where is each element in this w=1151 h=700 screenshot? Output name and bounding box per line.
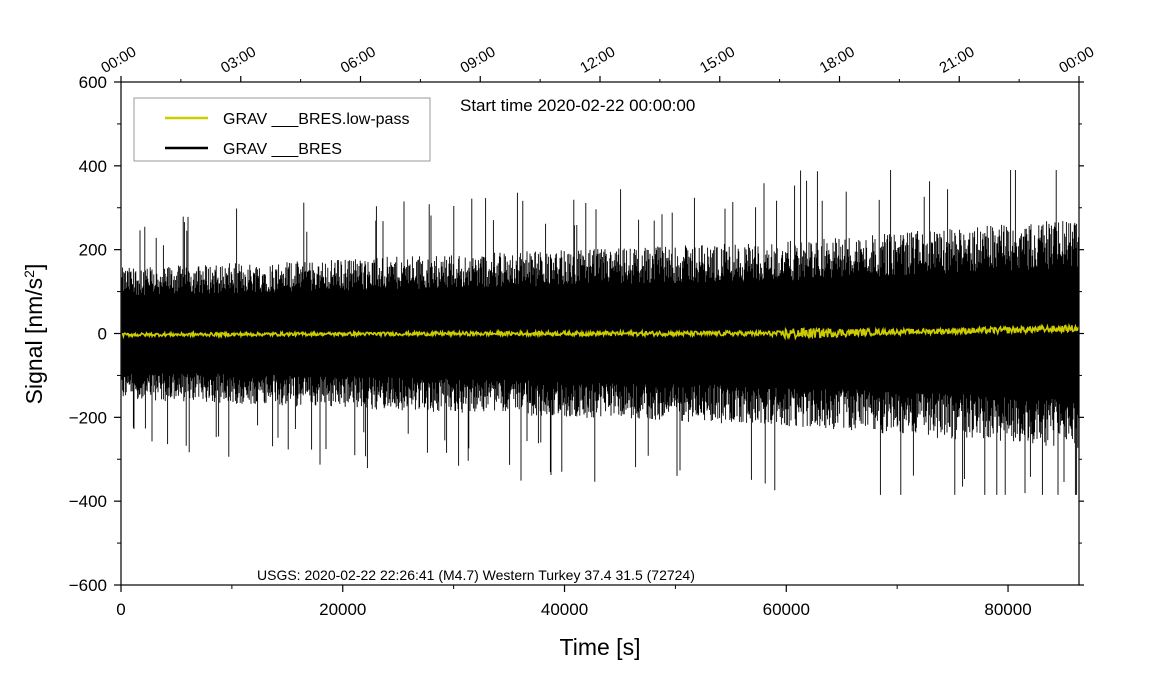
legend-label-bres: GRAV ___BRES (223, 141, 342, 158)
series-grav-bres-low-pass (121, 322, 1080, 341)
top-tick-label: 18:00 (817, 43, 858, 76)
top-tick-label: 00:00 (98, 43, 139, 76)
y-axis: 600 400 200 0 −200 −400 −600 (69, 73, 1084, 595)
legend-box (133, 97, 431, 162)
y-tick-label: 400 (79, 157, 107, 176)
top-time-axis: 00:00 03:00 06:00 09:00 12:00 15:00 18:00 21:00… (98, 43, 1097, 82)
x-tick-label: 40000 (541, 600, 588, 619)
top-tick-label: 06:00 (338, 43, 379, 76)
y-axis-title-main: Signal [nm/s (21, 278, 47, 405)
y-tick-label: −600 (69, 576, 107, 595)
y-tick-label: 200 (79, 241, 107, 260)
series-grav-bres-low-pass-line (121, 322, 1080, 341)
y-axis-title-exponent: 2 (21, 270, 37, 278)
top-tick-label: 03:00 (218, 43, 259, 76)
top-tick-label: 21:00 (936, 43, 977, 76)
x-tick-label: 0 (116, 600, 125, 619)
y-tick-label: −200 (69, 408, 107, 427)
start-time-annotation: Start time 2020-02-22 00:00:00 (460, 96, 695, 115)
top-tick-label: 09:00 (457, 43, 498, 76)
top-tick-label: 00:00 (1056, 43, 1097, 76)
y-tick-label: −400 (69, 492, 107, 511)
x-axis-title: Time [s] (560, 634, 641, 660)
x-tick-label: 20000 (319, 600, 366, 619)
x-axis: 0 20000 40000 60000 80000 (116, 585, 1032, 619)
y-axis-title: Signal [nm/s2] (21, 264, 47, 405)
top-tick-label: 15:00 (697, 43, 738, 76)
top-tick-label: 12:00 (577, 43, 618, 76)
legend: GRAV ___BRES.low-pass GRAV ___BRES (133, 97, 431, 162)
event-annotation: USGS: 2020-02-22 22:26:41 (M4.7) Western… (257, 567, 695, 583)
x-tick-label: 80000 (984, 600, 1031, 619)
y-tick-label: 600 (79, 73, 107, 92)
x-tick-label: 60000 (763, 600, 810, 619)
y-tick-label: 0 (98, 325, 107, 344)
legend-label-low-pass: GRAV ___BRES.low-pass (223, 111, 409, 128)
y-axis-title-close: ] (21, 264, 47, 270)
